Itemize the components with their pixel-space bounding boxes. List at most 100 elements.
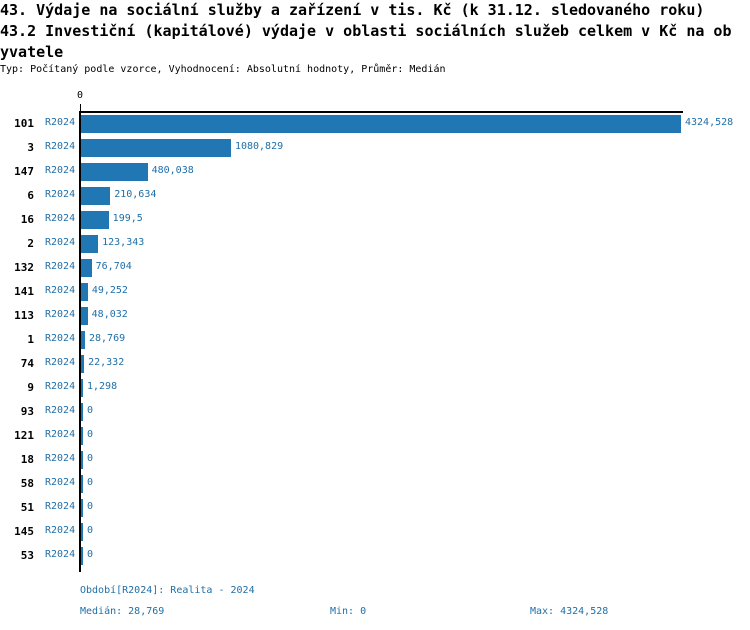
bar-row-series-label: R2024 bbox=[45, 117, 76, 128]
y-axis-zero-line bbox=[79, 111, 81, 572]
bar-row[interactable]: 51 R2024 0 bbox=[0, 497, 750, 521]
bar-value-label: 49,252 bbox=[91, 285, 128, 296]
bar[interactable] bbox=[81, 259, 92, 277]
bar-row-code: 2 bbox=[27, 237, 34, 250]
bar-value-label: 0 bbox=[87, 549, 94, 560]
bar-row-code: 3 bbox=[27, 141, 34, 154]
bar-row-series-label: R2024 bbox=[45, 381, 76, 392]
bar-row[interactable]: 6 R2024 210,634 bbox=[0, 185, 750, 209]
stat-min: Min: 0 bbox=[330, 606, 367, 617]
bar-value-label: 0 bbox=[87, 405, 94, 416]
bar[interactable] bbox=[81, 403, 83, 421]
bar-value-label: 76,704 bbox=[95, 261, 132, 272]
bar-row[interactable]: 113 R2024 48,032 bbox=[0, 305, 750, 329]
bar-row[interactable]: 53 R2024 0 bbox=[0, 545, 750, 569]
bar[interactable] bbox=[81, 307, 88, 325]
x-axis-line bbox=[80, 111, 683, 113]
bar-row-series-label: R2024 bbox=[45, 213, 76, 224]
bar[interactable] bbox=[81, 451, 83, 469]
bar-value-label: 0 bbox=[87, 453, 94, 464]
bar[interactable] bbox=[81, 235, 99, 253]
page-title-line-3: yvatele bbox=[0, 43, 64, 61]
bar-row-code: 147 bbox=[14, 165, 34, 178]
bar-row[interactable]: 121 R2024 0 bbox=[0, 425, 750, 449]
bar-row-code: 141 bbox=[14, 285, 34, 298]
bar-row-code: 53 bbox=[20, 549, 34, 562]
bar[interactable] bbox=[81, 187, 111, 205]
bar-value-label: 28,769 bbox=[88, 333, 126, 344]
bar-row-code: 121 bbox=[14, 429, 34, 442]
bar-row-series-label: R2024 bbox=[45, 549, 76, 560]
stat-median: Medián: 28,769 bbox=[80, 606, 165, 617]
bar-row-series-label: R2024 bbox=[45, 237, 76, 248]
bar[interactable] bbox=[81, 211, 109, 229]
bar-row-code: 58 bbox=[20, 477, 34, 490]
stat-max: Max: 4324,528 bbox=[530, 606, 609, 617]
bar-row[interactable]: 132 R2024 76,704 bbox=[0, 257, 750, 281]
bar-value-label: 48,032 bbox=[91, 309, 128, 320]
bar-row-series-label: R2024 bbox=[45, 333, 76, 344]
bar-row[interactable]: 145 R2024 0 bbox=[0, 521, 750, 545]
bar-row[interactable]: 1 R2024 28,769 bbox=[0, 329, 750, 353]
bar-value-label: 1,298 bbox=[87, 381, 118, 392]
bar-row-series-label: R2024 bbox=[45, 309, 76, 320]
bar-row[interactable]: 9 R2024 1,298 bbox=[0, 377, 750, 401]
bar-value-label: 199,5 bbox=[112, 213, 143, 224]
bar-value-label: 0 bbox=[87, 429, 94, 440]
bar[interactable] bbox=[81, 355, 85, 373]
bar-row-series-label: R2024 bbox=[45, 165, 76, 176]
bar-row[interactable]: 58 R2024 0 bbox=[0, 473, 750, 497]
bar[interactable] bbox=[81, 499, 83, 517]
bar[interactable] bbox=[81, 427, 83, 445]
bar[interactable] bbox=[81, 523, 83, 541]
bar-row[interactable]: 93 R2024 0 bbox=[0, 401, 750, 425]
bar[interactable] bbox=[81, 475, 83, 493]
bar-row-series-label: R2024 bbox=[45, 189, 76, 200]
bar[interactable] bbox=[81, 283, 88, 301]
bar-row-series-label: R2024 bbox=[45, 429, 76, 440]
bar-row-code: 9 bbox=[27, 381, 34, 394]
bar-row-code: 6 bbox=[27, 189, 34, 202]
bar[interactable] bbox=[81, 115, 681, 133]
bar[interactable] bbox=[81, 547, 83, 565]
chart-title-block: 43. Výdaje na sociální služby a zařízení… bbox=[0, 0, 750, 63]
bar-row-series-label: R2024 bbox=[45, 141, 76, 152]
bar-row-code: 145 bbox=[14, 525, 34, 538]
bar-row-code: 16 bbox=[20, 213, 34, 226]
bar-row-series-label: R2024 bbox=[45, 357, 76, 368]
bar-row[interactable]: 16 R2024 199,5 bbox=[0, 209, 750, 233]
bar-value-label: 210,634 bbox=[114, 189, 157, 200]
bar-row-code: 93 bbox=[20, 405, 34, 418]
bar-row-series-label: R2024 bbox=[45, 477, 76, 488]
bar-row-code: 132 bbox=[14, 261, 34, 274]
bar-row-series-label: R2024 bbox=[45, 405, 76, 416]
page-title-line-2: 43.2 Investiční (kapitálové) výdaje v ob… bbox=[0, 22, 732, 40]
bar-row[interactable]: 3 R2024 1080,829 bbox=[0, 137, 750, 161]
legend-period: Období[R2024]: Realita - 2024 bbox=[80, 585, 255, 596]
bar-value-label: 0 bbox=[87, 501, 94, 512]
bar[interactable] bbox=[81, 163, 148, 181]
x-axis-tick-label-0: 0 bbox=[77, 90, 84, 101]
bar-row[interactable]: 2 R2024 123,343 bbox=[0, 233, 750, 257]
bar-value-label: 123,343 bbox=[102, 237, 145, 248]
chart-subtitle: Typ: Počítaný podle vzorce, Vyhodnocení:… bbox=[0, 64, 446, 75]
x-axis-tick-mark-0 bbox=[80, 104, 81, 111]
bar-row-series-label: R2024 bbox=[45, 453, 76, 464]
bar-row-series-label: R2024 bbox=[45, 525, 76, 536]
bar-value-label: 480,038 bbox=[151, 165, 194, 176]
bar-row-series-label: R2024 bbox=[45, 285, 76, 296]
bar-row[interactable]: 141 R2024 49,252 bbox=[0, 281, 750, 305]
bar-row-series-label: R2024 bbox=[45, 261, 76, 272]
bar-row[interactable]: 18 R2024 0 bbox=[0, 449, 750, 473]
bar-row[interactable]: 147 R2024 480,038 bbox=[0, 161, 750, 185]
page-title-line-1: 43. Výdaje na sociální služby a zařízení… bbox=[0, 1, 705, 19]
bar-value-label: 1080,829 bbox=[234, 141, 284, 152]
bar[interactable] bbox=[81, 139, 231, 157]
bar-row-code: 18 bbox=[20, 453, 34, 466]
bar-row[interactable]: 74 R2024 22,332 bbox=[0, 353, 750, 377]
bar-row[interactable]: 101 R2024 4324,528 bbox=[0, 113, 750, 137]
bar[interactable] bbox=[81, 331, 85, 349]
bar-row-code: 113 bbox=[14, 309, 34, 322]
bar[interactable] bbox=[81, 379, 83, 397]
